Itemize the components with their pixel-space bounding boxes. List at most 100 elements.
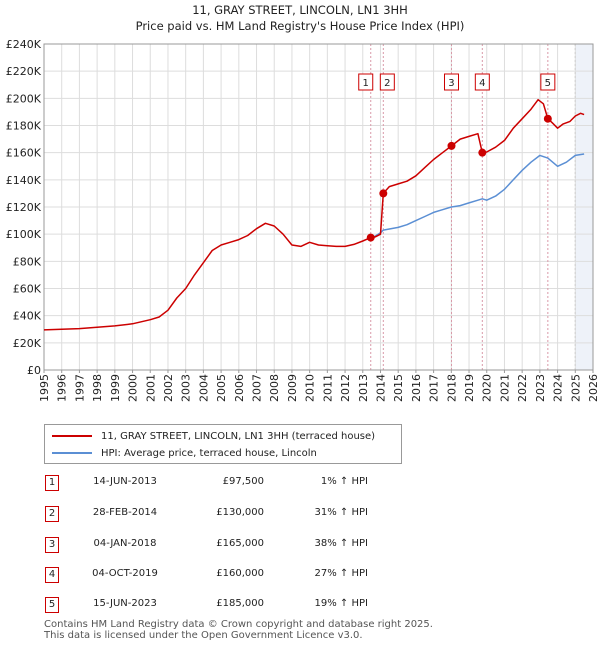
x-tick-label: 1996 (56, 374, 69, 402)
x-tick-label: 1999 (109, 374, 122, 402)
transaction-date: 14-JUN-2013 (93, 476, 157, 487)
transaction-hpi: 1% ↑ HPI (320, 476, 368, 487)
table-row: 3 04-JAN-2018 £165,000 38% ↑ HPI (0, 535, 600, 555)
x-tick-label: 2008 (268, 374, 281, 402)
transaction-date: 04-OCT-2019 (92, 568, 158, 579)
transaction-hpi: 38% ↑ HPI (314, 538, 368, 549)
transaction-number: 5 (45, 597, 59, 613)
marker-layer: 1 2 3 4 5 (358, 73, 556, 242)
x-tick-label: 2004 (197, 374, 210, 402)
transaction-hpi: 19% ↑ HPI (314, 598, 368, 609)
y-tick-label: £120K (6, 201, 42, 214)
axis-layer: £0 £20K £40K £60K £80K £100K £120K £140K £160K £1… (6, 38, 600, 402)
y-tick-label: £40K (13, 310, 42, 323)
x-tick-label: 2013 (357, 374, 370, 402)
marker-box (540, 73, 556, 91)
transaction-number: 1 (45, 475, 59, 491)
x-tick-label: 2003 (180, 374, 193, 402)
marker-label: 2 (384, 78, 390, 89)
transaction-price: £185,000 (216, 598, 264, 609)
x-tick-label: 2025 (569, 374, 582, 402)
transaction-number: 4 (45, 567, 59, 583)
marker-box (358, 73, 374, 91)
x-tick-label: 2006 (233, 374, 246, 402)
y-tick-label: £80K (13, 255, 42, 268)
x-tick-label: 1997 (73, 374, 86, 402)
transaction-hpi: 27% ↑ HPI (314, 568, 368, 579)
legend-swatch-property (52, 435, 92, 437)
footer: Contains HM Land Registry data © Crown c… (44, 619, 433, 641)
transaction-number: 2 (45, 506, 59, 522)
x-tick-label: 2015 (392, 374, 405, 402)
table-row: 4 04-OCT-2019 £160,000 27% ↑ HPI (0, 565, 600, 585)
x-tick-label: 2020 (481, 374, 494, 402)
x-tick-label: 2021 (498, 374, 511, 402)
y-tick-label: £180K (6, 120, 42, 133)
sale-point (478, 148, 487, 157)
sale-point (379, 189, 388, 198)
sale-point (366, 233, 375, 242)
x-tick-label: 2010 (304, 374, 317, 402)
x-tick-label: 2001 (144, 374, 157, 402)
transaction-hpi: 31% ↑ HPI (314, 507, 368, 518)
marker-box (379, 73, 395, 91)
legend-label-hpi: HPI: Average price, terraced house, Linc… (101, 447, 317, 459)
legend: 11, GRAY STREET, LINCOLN, LN1 3HH (terra… (44, 424, 402, 464)
x-tick-label: 2005 (215, 374, 228, 402)
x-tick-label: 2009 (286, 374, 299, 402)
marker-label: 4 (479, 78, 485, 89)
x-tick-label: 2018 (445, 374, 458, 402)
x-tick-label: 2016 (410, 374, 423, 402)
transaction-price: £97,500 (222, 476, 264, 487)
x-tick-label: 2012 (339, 374, 352, 402)
table-row: 5 15-JUN-2023 £185,000 19% ↑ HPI (0, 595, 600, 615)
chart-subtitle: Price paid vs. HM Land Registry's House … (136, 19, 465, 33)
x-tick-label: 2024 (552, 374, 565, 402)
legend-label-property: 11, GRAY STREET, LINCOLN, LN1 3HH (terra… (101, 430, 376, 442)
transaction-price: £165,000 (216, 538, 264, 549)
y-tick-label: £160K (6, 147, 42, 160)
table-row: 2 28-FEB-2014 £130,000 31% ↑ HPI (0, 504, 600, 524)
footer-copyright: Contains HM Land Registry data © Crown c… (44, 619, 433, 630)
transaction-date: 15-JUN-2023 (93, 598, 157, 609)
y-tick-label: £100K (6, 228, 42, 241)
transaction-price: £130,000 (216, 507, 264, 518)
transaction-date: 28-FEB-2014 (92, 507, 158, 518)
x-tick-label: 2022 (516, 374, 529, 402)
marker-label: 3 (448, 78, 454, 89)
legend-swatch-hpi (52, 452, 92, 454)
x-tick-label: 2026 (587, 374, 600, 402)
table-row: 1 14-JUN-2013 £97,500 1% ↑ HPI (0, 473, 600, 493)
x-tick-label: 2014 (374, 374, 387, 402)
x-tick-label: 2011 (321, 374, 334, 402)
y-tick-label: £60K (13, 283, 42, 296)
marker-label: 5 (545, 78, 551, 89)
transaction-date: 04-JAN-2018 (93, 538, 157, 549)
marker-box (443, 73, 459, 91)
x-tick-label: 1995 (38, 374, 51, 402)
y-tick-label: £200K (6, 92, 42, 105)
marker-box (474, 73, 490, 91)
footer-licence: This data is licensed under the Open Gov… (44, 630, 363, 641)
y-tick-label: £220K (6, 65, 42, 78)
y-tick-label: £0 (27, 364, 41, 377)
x-tick-label: 2000 (127, 374, 140, 402)
chart-title: 11, GRAY STREET, LINCOLN, LN1 3HH (192, 3, 408, 17)
x-tick-label: 2007 (251, 374, 264, 402)
y-tick-label: £240K (6, 38, 42, 51)
series-line-hpi (370, 153, 585, 240)
transaction-price: £160,000 (216, 568, 264, 579)
grid-layer (43, 43, 594, 371)
x-tick-label: 2002 (162, 374, 175, 402)
y-tick-label: £20K (13, 337, 42, 350)
marker-label: 1 (363, 78, 369, 89)
price-chart: 11, GRAY STREET, LINCOLN, LN1 3HH Price … (6, 3, 600, 402)
x-tick-label: 2017 (428, 374, 441, 402)
plot-frame (43, 43, 594, 371)
transaction-number: 3 (45, 537, 59, 553)
sale-point (543, 114, 552, 123)
x-tick-label: 1998 (91, 374, 104, 402)
y-tick-label: £140K (6, 174, 42, 187)
x-tick-label: 2023 (534, 374, 547, 402)
x-tick-label: 2019 (463, 374, 476, 402)
